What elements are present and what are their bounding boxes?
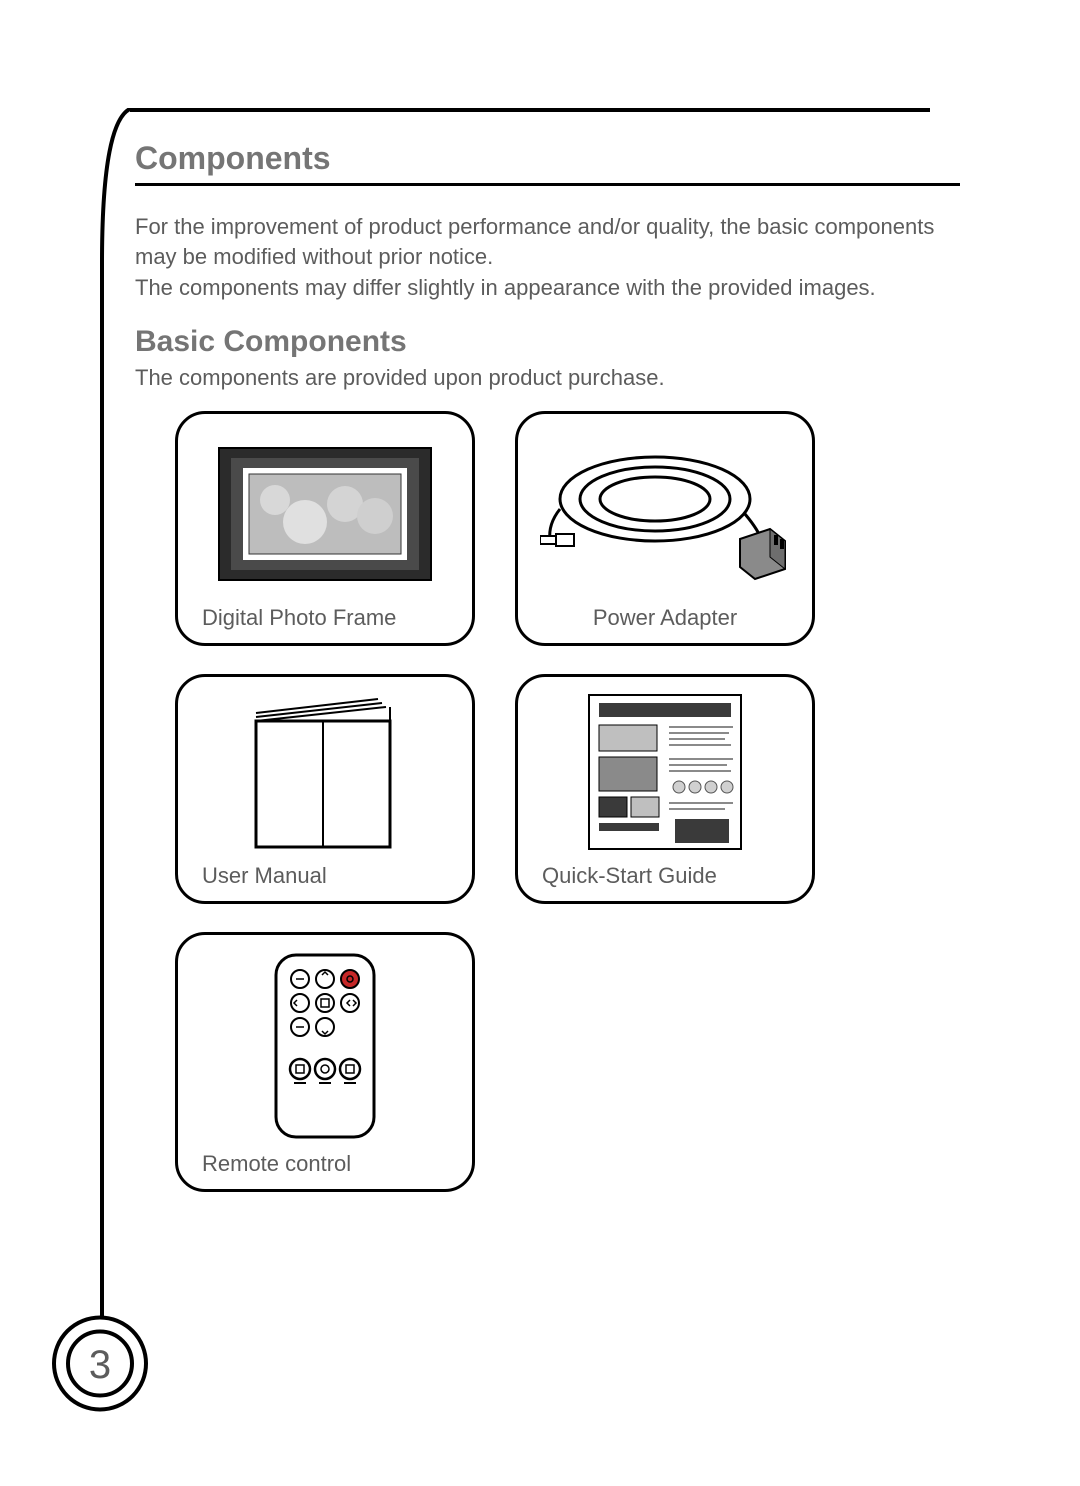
spine-line [100, 260, 104, 1316]
component-card: Power Adapter [515, 411, 815, 646]
component-card: Quick-Start Guide [515, 674, 815, 904]
component-label: Digital Photo Frame [192, 605, 396, 631]
photo-frame-icon [192, 432, 458, 595]
subsection-title: Basic Components [135, 325, 960, 359]
component-label: Remote control [192, 1151, 351, 1177]
top-rule [130, 108, 930, 112]
page-number-badge: 3 [50, 1314, 150, 1419]
components-grid: Digital Photo Frame [175, 411, 960, 1192]
component-label: Quick-Start Guide [532, 863, 717, 889]
remote-control-icon [192, 951, 458, 1141]
content-area: Components For the improvement of produc… [135, 140, 960, 1220]
component-label: User Manual [192, 863, 327, 889]
component-row: Digital Photo Frame [175, 411, 960, 646]
component-label: Power Adapter [593, 605, 737, 631]
component-row: Remote control [175, 932, 960, 1192]
section-title: Components [135, 140, 960, 186]
quick-start-guide-icon [532, 693, 798, 853]
component-card: User Manual [175, 674, 475, 904]
component-card: Digital Photo Frame [175, 411, 475, 646]
component-row: User Manual [175, 674, 960, 904]
page-number: 3 [89, 1343, 111, 1388]
subsection-intro: The components are provided upon product… [135, 365, 960, 391]
spine-curve [100, 108, 140, 268]
intro-text: For the improvement of product performan… [135, 212, 960, 303]
manual-page: Components For the improvement of produc… [0, 0, 1080, 1486]
component-card: Remote control [175, 932, 475, 1192]
user-manual-icon [192, 695, 458, 853]
power-adapter-icon [532, 432, 798, 595]
